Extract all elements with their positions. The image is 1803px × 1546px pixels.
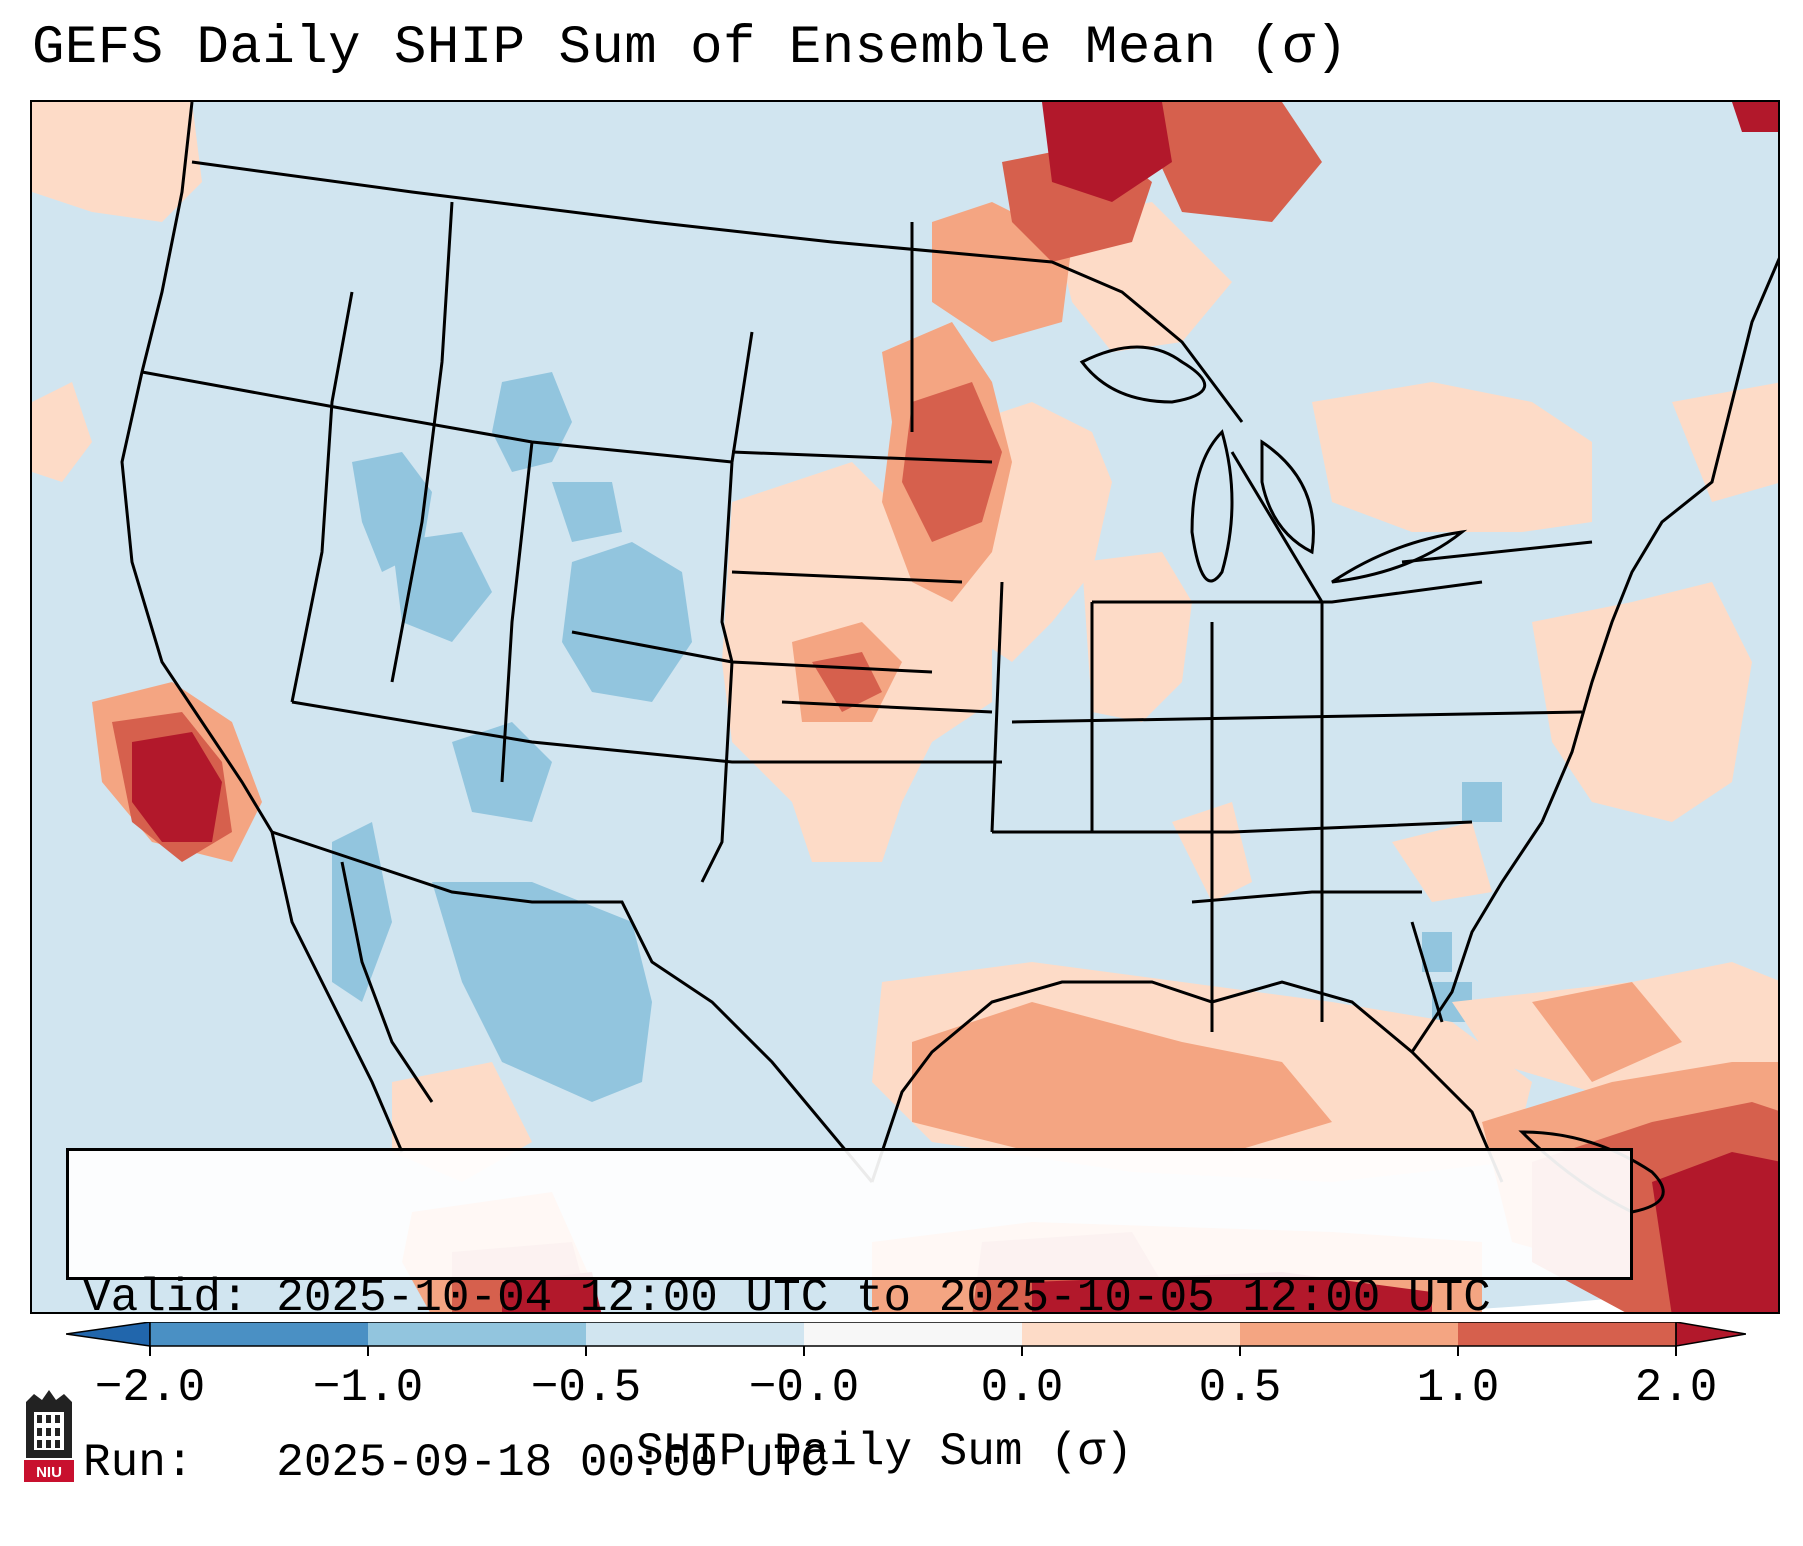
colorbar-tick-label: 1.0 [1416,1362,1500,1414]
colorbar-tick-marks [149,1346,1677,1356]
colorbar-segment-3 [586,1322,804,1346]
colorbar-tick-label: 0.0 [980,1362,1064,1414]
colorbar-segment-4 [804,1322,1022,1346]
colorbar-extend-low [66,1322,151,1347]
colorbar-tick-label: 0.5 [1198,1362,1282,1414]
map-panel[interactable] [30,100,1780,1314]
map-title: GEFS Daily SHIP Sum of Ensemble Mean (σ) [32,18,1349,79]
run-time-text: Run: 2025-09-18 00:00 UTC [83,1437,829,1489]
niu-logo: NIU [24,1390,74,1482]
boundary-lines [120,102,1778,1214]
colorbar-tick-label: −0.0 [748,1362,860,1414]
colorbar-segment-7 [1458,1322,1676,1346]
map-canvas [32,102,1778,1312]
colorbar [66,1322,1746,1356]
very-strong-positive-anomaly-fields [132,102,1778,1312]
colorbar-tick-label: −0.5 [530,1362,642,1414]
svg-text:NIU: NIU [36,1464,62,1481]
valid-time-text: Valid: 2025-10-04 12:00 UTC to 2025-10-0… [83,1272,1491,1324]
valid-run-info-box: Valid: 2025-10-04 12:00 UTC to 2025-10-0… [66,1148,1633,1489]
colorbar-segment-2 [368,1322,586,1346]
colorbar-axis-label: SHIP Daily Sum (σ) [636,1426,1133,1478]
colorbar-extend-high [1675,1322,1746,1347]
colorbar-tick-label: −1.0 [312,1362,424,1414]
colorbar-segment-5 [1022,1322,1240,1346]
colorbar-outline [149,1322,1677,1347]
colorbar-tick-label: −2.0 [94,1362,206,1414]
colorbar-segment-6 [1240,1322,1458,1346]
colorbar-segment-1 [150,1322,368,1346]
colorbar-tick-label: 2.0 [1634,1362,1718,1414]
